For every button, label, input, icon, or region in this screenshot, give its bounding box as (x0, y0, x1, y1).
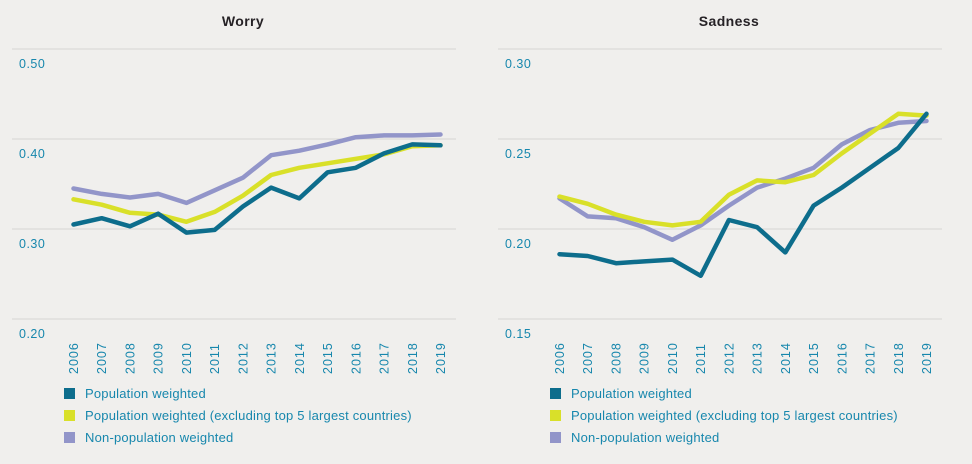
legend-item-non-population-weighted: Non-population weighted (550, 430, 898, 445)
x-axis-tick-label: 2017 (378, 342, 392, 374)
y-axis-tick-label: 0.20 (505, 237, 531, 251)
legend-item-population-weighted-excluding-top5: Population weighted (excluding top 5 lar… (550, 408, 898, 423)
y-axis-tick-label: 0.25 (505, 147, 531, 161)
x-axis-tick-label: 2010 (666, 342, 680, 374)
x-axis-tick-label: 2006 (553, 342, 567, 374)
x-axis-tick-label: 2019 (920, 342, 934, 374)
x-axis-tick-label: 2016 (835, 342, 849, 374)
series-line-population-weighted-excluding-top-5-largest-countries (557, 111, 929, 228)
x-axis-tick-label: 2011 (208, 343, 222, 374)
y-axis-tick-label: 0.30 (19, 237, 45, 251)
x-axis-tick-label: 2019 (434, 342, 448, 374)
sadness-chart-title: Sadness (698, 13, 760, 29)
y-axis-tick-label: 0.30 (505, 57, 531, 71)
x-axis-tick-label: 2016 (349, 342, 363, 374)
x-axis-tick-label: 2010 (180, 342, 194, 374)
y-axis-tick-label: 0.20 (19, 327, 45, 341)
population-weighted-swatch (64, 388, 75, 399)
series-line-population-weighted (557, 111, 929, 279)
x-axis-tick-label: 2007 (95, 342, 109, 374)
y-axis-tick-label: 0.50 (19, 57, 45, 71)
x-axis-tick-label: 2018 (406, 342, 420, 374)
legend-label-population-weighted-excluding-top5: Population weighted (excluding top 5 lar… (85, 408, 412, 423)
y-axis-tick-label: 0.40 (19, 147, 45, 161)
legend-label-non-population-weighted: Non-population weighted (85, 430, 234, 445)
series-line-population-weighted (71, 142, 443, 235)
x-axis-tick-label: 2013 (751, 342, 765, 374)
legend-label-population-weighted: Population weighted (85, 386, 206, 401)
x-axis-tick-label: 2011 (694, 343, 708, 374)
sadness-chart-panel: Sadness 0.30 0.25 0.20 0.15 2006 2007 2008 2009… (486, 0, 972, 464)
legend-item-non-population-weighted: Non-population weighted (64, 430, 412, 445)
x-axis-tick-label: 2009 (638, 342, 652, 374)
worry-chart-plot: 0.50 0.40 0.30 0.20 2006 2007 2008 2009 2010 2011… (12, 48, 456, 374)
x-axis-tick-label: 2013 (265, 342, 279, 374)
series-line-population-weighted-excluding-top-5-largest-countries (71, 143, 443, 225)
worry-chart-legend: Population weighted Population weighted … (64, 386, 412, 445)
population-weighted-excluding-top5-swatch (64, 410, 75, 421)
worry-chart-panel: Worry 0.50 0.40 0.30 0.20 2006 2007 2008 2009 20… (12, 13, 456, 445)
x-axis-tick-label: 2014 (293, 342, 307, 374)
x-axis-tick-label: 2017 (864, 342, 878, 374)
sadness-chart-plot: 0.30 0.25 0.20 0.15 2006 2007 2008 2009 2010 2011… (498, 48, 942, 374)
y-axis-tick-label: 0.15 (505, 327, 531, 341)
sadness-chart-legend: Population weighted Population weighted … (550, 386, 898, 445)
legend-item-population-weighted: Population weighted (64, 386, 412, 401)
x-axis-tick-label: 2009 (152, 342, 166, 374)
population-weighted-swatch (550, 388, 561, 399)
x-axis-tick-label: 2006 (67, 342, 81, 374)
x-axis-tick-label: 2018 (892, 342, 906, 374)
legend-label-non-population-weighted: Non-population weighted (571, 430, 720, 445)
series-line-non-population-weighted (557, 118, 929, 243)
non-population-weighted-swatch (550, 432, 561, 443)
legend-item-population-weighted-excluding-top5: Population weighted (excluding top 5 lar… (64, 408, 412, 423)
legend-label-population-weighted: Population weighted (571, 386, 692, 401)
x-axis-tick-label: 2012 (236, 342, 250, 374)
x-axis-tick-label: 2008 (610, 342, 624, 374)
legend-label-population-weighted-excluding-top5: Population weighted (excluding top 5 lar… (571, 408, 898, 423)
x-axis-tick-label: 2007 (581, 342, 595, 374)
non-population-weighted-swatch (64, 432, 75, 443)
x-axis-tick-label: 2012 (722, 342, 736, 374)
worry-chart-title: Worry (221, 13, 265, 29)
series-line-non-population-weighted (71, 132, 443, 206)
legend-item-population-weighted: Population weighted (550, 386, 898, 401)
x-axis-tick-label: 2015 (321, 342, 335, 374)
x-axis-tick-label: 2014 (779, 342, 793, 374)
population-weighted-excluding-top5-swatch (550, 410, 561, 421)
x-axis-tick-label: 2015 (807, 342, 821, 374)
x-axis-tick-label: 2008 (124, 342, 138, 374)
